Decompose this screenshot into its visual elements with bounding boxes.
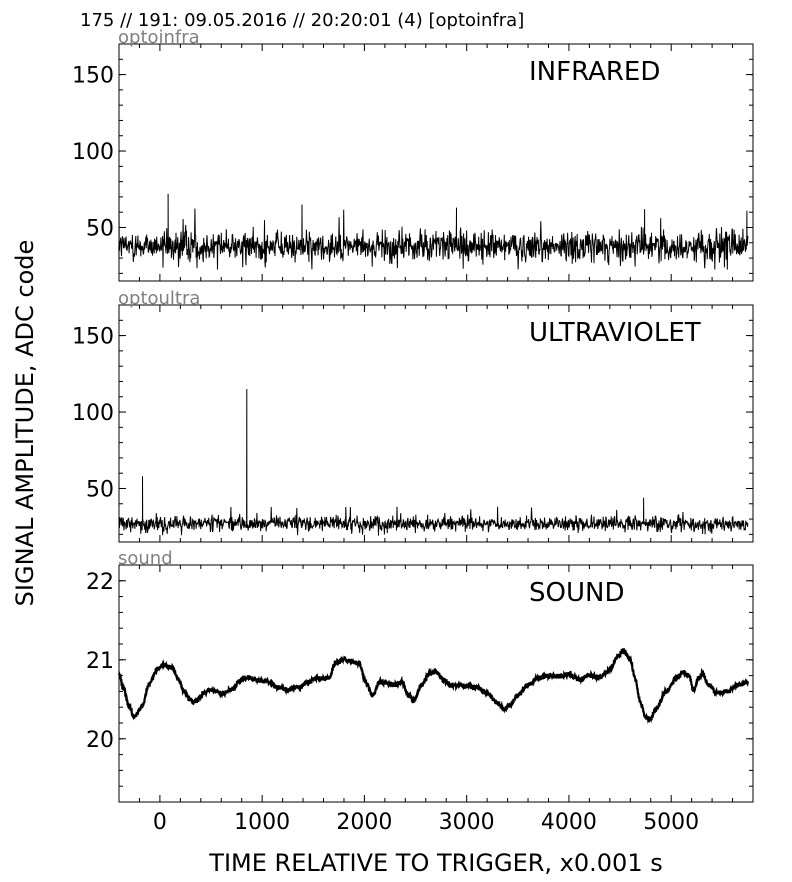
- x-tick-label: 0: [153, 810, 167, 835]
- x-tick-label: 2000: [336, 810, 392, 835]
- y-tick-label: 50: [86, 216, 114, 241]
- plot-frame: [118, 43, 754, 282]
- x-tick-label: 3000: [439, 810, 495, 835]
- x-tick-label: 4000: [541, 810, 597, 835]
- channel-label: sound: [118, 548, 173, 569]
- y-tick-label: 100: [72, 401, 114, 426]
- panel-title: INFRARED: [529, 57, 660, 87]
- y-tick-label: 20: [86, 728, 114, 753]
- y-tick-label: 50: [86, 477, 114, 502]
- series-line-optoultra: [118, 389, 749, 536]
- y-tick-label: 150: [72, 64, 114, 89]
- panels: 50100150optoinfraINFRARED50100150optoult…: [72, 27, 754, 835]
- y-tick-label: 100: [72, 140, 114, 165]
- y-tick-label: 150: [72, 325, 114, 350]
- plot-frame: [118, 564, 754, 803]
- y-axis-label: SIGNAL AMPLITUDE, ADC code: [11, 240, 39, 607]
- series-line-optoinfra: [118, 193, 749, 270]
- x-tick-label: 5000: [643, 810, 699, 835]
- x-tick-label: 1000: [234, 810, 290, 835]
- y-tick-label: 21: [86, 649, 114, 674]
- panel-title: ULTRAVIOLET: [529, 318, 701, 348]
- channel-label: optoinfra: [118, 27, 200, 48]
- x-axis-label: TIME RELATIVE TO TRIGGER, x0.001 s: [208, 849, 662, 877]
- series-line-sound: [117, 647, 749, 724]
- channel-label: optoultra: [118, 288, 200, 309]
- plot-frame: [118, 304, 754, 543]
- header-title: 175 // 191: 09.05.2016 // 20:20:01 (4) […: [80, 10, 524, 31]
- panel-title: SOUND: [529, 578, 624, 608]
- y-tick-label: 22: [86, 570, 114, 595]
